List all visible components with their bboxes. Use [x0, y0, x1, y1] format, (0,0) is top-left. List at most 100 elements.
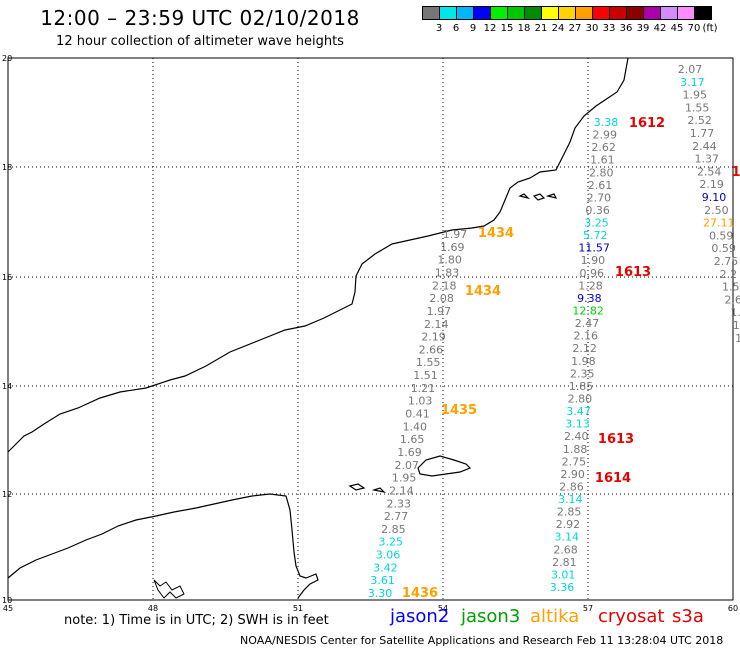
colorbar-label: 27 [568, 23, 582, 34]
pass-time-label: 1434 [465, 284, 501, 299]
wave-height-label: 2.85 [381, 523, 406, 536]
pass-time-label: 1614 [595, 471, 631, 486]
pass-time-label: 1 [731, 165, 740, 180]
latitude-label: 18 [2, 163, 12, 172]
wave-height-label: 0.41 [405, 408, 430, 421]
wave-height-label: 3.14 [555, 531, 580, 544]
wave-height-label: 1.85 [569, 380, 594, 393]
colorbar-label: 6 [452, 23, 460, 34]
wave-height-label: 2.47 [575, 317, 600, 330]
wave-height-label: 2.80 [568, 392, 593, 405]
small-island [518, 193, 530, 200]
pass-time-label: 1434 [478, 226, 514, 241]
latitude-label: 12 [2, 490, 12, 499]
wave-height-label: 1.90 [581, 254, 606, 267]
wave-height-label: 2.35 [570, 367, 595, 380]
map-title: 12:00 – 23:59 UTC 02/10/2018 [40, 6, 360, 30]
credit-text: NOAA/NESDIS Center for Satellite Applica… [240, 634, 724, 647]
wave-height-label: 2.92 [556, 518, 581, 531]
wave-height-label: 1.69 [397, 446, 422, 459]
wave-height-label: 27.11 [703, 217, 735, 230]
wave-height-label: 3.13 [565, 418, 590, 431]
colorbar-label: 24 [551, 23, 565, 34]
wave-height-label: 9.10 [702, 191, 727, 204]
wave-height-label: 1.28 [578, 279, 603, 292]
colorbar-swatch [694, 6, 712, 20]
wave-height-label: 2.54 [697, 165, 722, 178]
wave-height-label: 2.14 [389, 484, 414, 497]
wave-height-label: 1.88 [563, 443, 588, 456]
pass-time-label: 1435 [441, 403, 477, 418]
longitude-label: 54 [438, 604, 448, 613]
pass-time-label: 1436 [402, 586, 438, 601]
wave-height-label: 2.61 [588, 179, 613, 192]
longitude-label: 51 [293, 604, 303, 613]
wave-height-label: 1.83 [435, 266, 460, 279]
satellite-legend-jason3: jason3 [461, 606, 521, 627]
colorbar-label: 70 [687, 23, 701, 34]
wave-height-label: 2.99 [593, 129, 618, 142]
wave-height-label: 2.07 [395, 459, 420, 472]
wave-height-label: 11.57 [578, 242, 610, 255]
wave-height-label: 3.42 [373, 561, 398, 574]
wave-height-label: 2.80 [589, 166, 614, 179]
wave-height-label: 1.03 [408, 395, 433, 408]
wave-height-label: 2.75 [714, 255, 739, 268]
pass-time-label: 1612 [629, 116, 665, 131]
wave-height-label: 2.40 [564, 430, 589, 443]
track-b-labels: 3.382.992.621.612.802.612.700.363.255.72… [550, 116, 619, 594]
colorbar-label: 45 [670, 23, 684, 34]
wave-height-label: 2.70 [587, 191, 612, 204]
wave-height-label: 1.77 [690, 127, 715, 140]
wave-height-label: 3.25 [584, 217, 609, 230]
small-island [532, 193, 546, 201]
wave-height-label: 2.18 [432, 279, 457, 292]
wave-height-label: 12.82 [572, 305, 604, 318]
wave-height-label: 1.55 [416, 356, 441, 369]
wave-height-label: 2.19 [699, 178, 724, 191]
satellite-legend-jason2: jason2 [390, 606, 450, 627]
wave-height-label: 2.14 [424, 318, 449, 331]
wave-height-label: 1.95 [683, 89, 708, 102]
pass-time-label: 1613 [598, 432, 634, 447]
colorbar-label: 15 [500, 23, 514, 34]
wave-height-label: 1.95 [392, 472, 417, 485]
wave-height-label: 1.5 [722, 281, 740, 294]
satellite-legend-cryosat: cryosat [598, 606, 665, 627]
wave-height-label: 2.44 [692, 140, 717, 153]
wave-height-label: 0.59 [711, 242, 736, 255]
wave-height-label: 3.25 [378, 536, 403, 549]
wave-height-label: 2.16 [574, 330, 599, 343]
latitude-label: 14 [2, 382, 12, 391]
wave-height-label: 2.75 [562, 455, 587, 468]
colorbar-label: 18 [517, 23, 531, 34]
wave-height-label: 2.68 [553, 543, 578, 556]
wave-height-label: 3.06 [376, 549, 401, 562]
wave-height-label: 1. [733, 319, 740, 332]
note-text: note: 1) Time is in UTC; 2) SWH is in fe… [64, 613, 329, 628]
colorbar-label: 12 [483, 23, 497, 34]
latitude-label: 10 [2, 596, 12, 605]
wave-height-label: 2.33 [387, 497, 412, 510]
small-island [348, 483, 366, 491]
wave-height-label: 3.01 [551, 568, 576, 581]
wave-height-label: 2.66 [419, 343, 444, 356]
longitude-label: 48 [148, 604, 158, 613]
colorbar-label: 33 [602, 23, 616, 34]
track-c-labels: 2.073.171.951.552.521.772.441.372.542.19… [678, 63, 740, 345]
wave-height-label: 2.50 [704, 204, 729, 217]
wave-height-label: 1.55 [685, 101, 710, 114]
satellite-legend-s3a: s3a [672, 606, 704, 627]
longitude-label: 45 [3, 604, 13, 613]
wave-height-label: 1.97 [427, 305, 452, 318]
wave-height-label: 1.97 [443, 228, 468, 241]
wave-height-label: 0.36 [585, 204, 610, 217]
small-island [545, 193, 558, 199]
colorbar-label: 42 [653, 23, 667, 34]
wave-height-label: 1.65 [400, 433, 425, 446]
wave-height-label: 1.40 [403, 420, 428, 433]
wave-height-label: 2.81 [552, 556, 577, 569]
small-island [371, 487, 386, 493]
